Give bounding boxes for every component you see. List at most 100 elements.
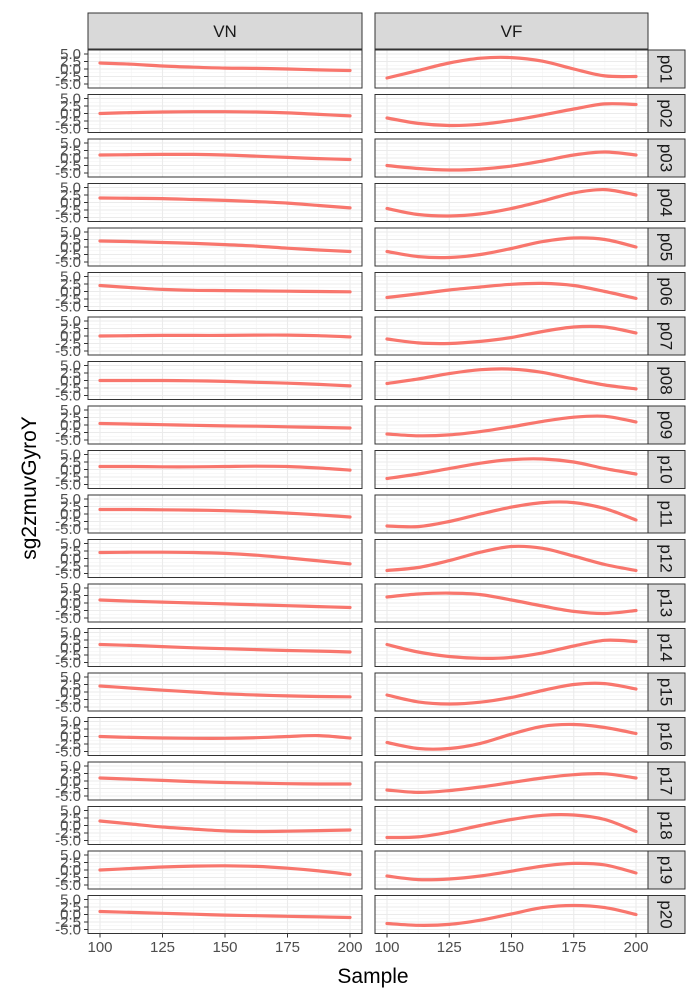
series-line-vf-p11: [385, 500, 638, 529]
row-strip-p17: [647, 761, 686, 801]
series-line-vf-p06: [385, 281, 638, 300]
panel-border: [374, 227, 649, 267]
y-tick-label-p06-4: 5.0: [60, 269, 81, 286]
y-tick-label-p13-3: 2.5: [60, 588, 81, 605]
panel-vn-p17: [87, 761, 363, 801]
y-tick-label-p04-1: -2.5: [55, 202, 81, 219]
series-line-vf-p03: [385, 150, 638, 172]
y-tick-label-p11-4: 5.0: [60, 491, 81, 508]
panel-border: [374, 761, 649, 801]
row-strip-label-p03: p03: [657, 144, 676, 172]
y-tick-label-p19-2: 0.0: [60, 862, 81, 879]
panel-border: [374, 361, 649, 400]
x-tick-label-vn-0: 100: [87, 939, 112, 956]
series-line-vf-p07: [385, 324, 638, 346]
row-strip-p04: [647, 183, 686, 222]
y-tick-label-p17-3: 2.5: [60, 766, 81, 783]
row-strip-label-p07: p07: [657, 322, 676, 350]
series-line-vn-p14: [98, 642, 352, 654]
panel-border: [374, 272, 649, 311]
row-strip-label-p18: p18: [657, 811, 676, 839]
panel-vf-p18: [374, 806, 649, 845]
row-strip-label-p02: p02: [657, 99, 676, 127]
series-line-vf-p13: [385, 591, 638, 616]
series-line-vn-p16: [98, 733, 352, 740]
y-tick-label-p20-4: 5.0: [60, 892, 81, 909]
y-tick-label-p08-4: 5.0: [60, 358, 81, 375]
row-strip-p11: [647, 494, 686, 534]
row-strip-label-p14: p14: [657, 633, 676, 661]
panel-border: [87, 49, 363, 89]
panel-border: [374, 49, 649, 89]
panel-vn-p15: [87, 672, 363, 712]
y-tick-label-p13-2: 0.0: [60, 595, 81, 612]
series-line-vn-p01: [98, 61, 352, 73]
series-line-vn-p04: [98, 196, 352, 210]
y-tick-label-p14-2: 0.0: [60, 640, 81, 657]
row-strip-label-p19: p19: [657, 856, 676, 884]
y-tick-label-p07-2: 0.0: [60, 328, 81, 345]
y-tick-label-p01-4: 5.0: [60, 46, 81, 63]
panel-border: [87, 806, 363, 845]
panel-vf-p05: [374, 227, 649, 267]
panel-vf-p10: [374, 450, 649, 489]
panel-vn-p11: [87, 494, 363, 534]
panel-vf-p15: [374, 672, 649, 712]
panel-vn-p13: [87, 583, 363, 623]
y-tick-label-p11-0: -5.0: [55, 521, 81, 538]
panel-border: [374, 138, 649, 178]
y-tick-label-p09-3: 2.5: [60, 410, 81, 427]
panel-vn-p19: [87, 850, 363, 890]
x-tick-label-vf-2: 150: [499, 939, 524, 956]
y-tick-label-p14-1: -2.5: [55, 647, 81, 664]
panel-vn-p03: [87, 138, 363, 178]
y-tick-label-p19-1: -2.5: [55, 870, 81, 887]
panel-vn-p01: [87, 49, 363, 89]
panel-vn-p07: [87, 316, 363, 356]
x-tick-label-vn-4: 200: [337, 939, 362, 956]
y-tick-label-p13-1: -2.5: [55, 603, 81, 620]
x-axis-title: Sample: [337, 965, 408, 988]
y-tick-label-p03-0: -5.0: [55, 165, 81, 182]
y-tick-label-p06-1: -2.5: [55, 291, 81, 308]
row-strip-label-p05: p05: [657, 233, 676, 261]
panel-border: [87, 761, 363, 801]
series-line-vf-p01: [385, 55, 638, 80]
series-line-vn-p02: [98, 110, 352, 118]
series-line-vf-p02: [385, 102, 638, 128]
y-tick-label-p15-4: 5.0: [60, 669, 81, 686]
panel-vn-p16: [87, 717, 363, 756]
y-tick-label-p18-1: -2.5: [55, 825, 81, 842]
panel-vf-p06: [374, 272, 649, 311]
series-line-vn-p19: [98, 864, 352, 877]
y-tick-label-p03-3: 2.5: [60, 143, 81, 160]
panel-border: [87, 316, 363, 356]
panel-border: [374, 494, 649, 534]
panel-vf-p13: [374, 583, 649, 623]
y-tick-label-p05-1: -2.5: [55, 247, 81, 264]
panel-vn-p09: [87, 405, 363, 445]
panel-vf-p07: [374, 316, 649, 356]
column-strip-vn: [87, 12, 363, 50]
series-line-vn-p06: [98, 283, 352, 294]
y-tick-label-p01-1: -2.5: [55, 69, 81, 86]
panel-border: [87, 361, 363, 400]
row-strip-p18: [647, 806, 686, 845]
panel-border: [87, 494, 363, 534]
series-line-vn-p08: [98, 378, 352, 388]
series-line-vf-p17: [385, 772, 638, 795]
panel-vn-p14: [87, 628, 363, 667]
panel-vn-p08: [87, 361, 363, 400]
y-tick-label-p12-3: 2.5: [60, 543, 81, 560]
y-tick-label-p16-0: -5.0: [55, 744, 81, 761]
panel-border: [374, 405, 649, 445]
y-tick-label-p20-2: 0.0: [60, 907, 81, 924]
row-strip-label-p17: p17: [657, 767, 676, 795]
y-tick-label-p09-1: -2.5: [55, 425, 81, 442]
row-strip-label-p10: p10: [657, 455, 676, 483]
y-tick-label-p18-4: 5.0: [60, 803, 81, 820]
y-tick-label-p07-1: -2.5: [55, 336, 81, 353]
series-line-vn-p20: [98, 909, 352, 920]
y-tick-label-p14-3: 2.5: [60, 632, 81, 649]
